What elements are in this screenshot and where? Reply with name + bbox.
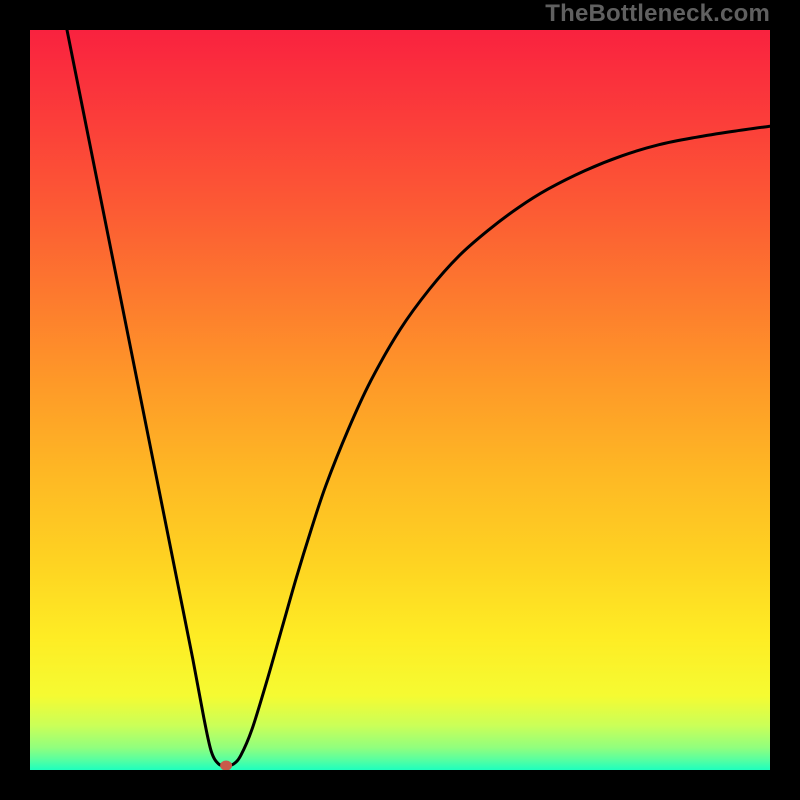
chart-container: TheBottleneck.com <box>0 0 800 800</box>
watermark-text: TheBottleneck.com <box>545 0 770 28</box>
plot-svg <box>30 30 770 770</box>
plot-area <box>30 30 770 770</box>
